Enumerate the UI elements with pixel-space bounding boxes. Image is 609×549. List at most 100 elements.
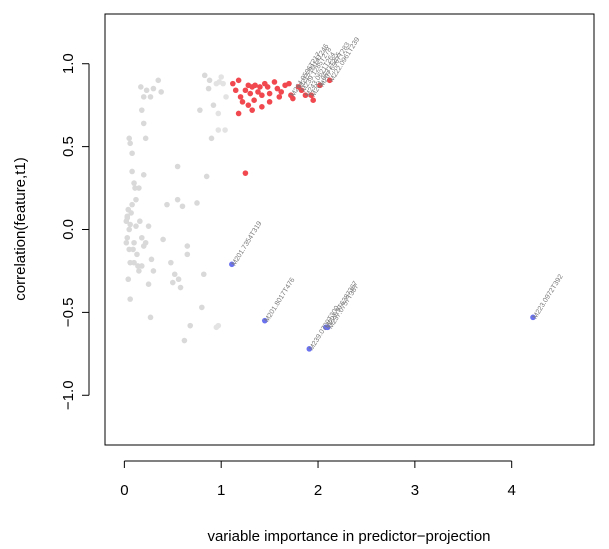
data-point-gray bbox=[127, 259, 133, 266]
data-point-gray bbox=[129, 168, 135, 175]
x-tick-label: 4 bbox=[508, 482, 516, 499]
data-point-gray bbox=[129, 201, 135, 208]
data-point-gray bbox=[131, 239, 137, 246]
data-point-blue bbox=[324, 324, 331, 331]
x-tick-label: 1 bbox=[217, 482, 225, 499]
data-point-red bbox=[249, 107, 255, 113]
data-point-gray bbox=[137, 218, 143, 225]
data-point-gray bbox=[126, 135, 133, 142]
data-point-gray bbox=[128, 210, 134, 216]
data-point-gray bbox=[205, 85, 212, 92]
data-point-blue bbox=[229, 261, 235, 268]
data-point-gray bbox=[140, 120, 147, 127]
data-point-gray bbox=[208, 135, 215, 142]
data-point-gray bbox=[129, 150, 135, 157]
data-point-blue bbox=[261, 317, 268, 324]
data-point-gray bbox=[150, 268, 157, 274]
data-point-gray_soft bbox=[213, 80, 220, 87]
data-point-gray bbox=[210, 102, 217, 108]
data-point-red bbox=[271, 79, 278, 85]
data-point-red bbox=[235, 110, 242, 117]
y-axis-title: correlation(feature,t1) bbox=[12, 157, 29, 300]
data-point-gray bbox=[131, 259, 137, 266]
data-point-red bbox=[255, 89, 261, 95]
data-point-red bbox=[290, 95, 296, 102]
plot-frame bbox=[104, 13, 595, 446]
data-point-gray bbox=[145, 281, 152, 288]
data-point-gray_soft bbox=[215, 110, 222, 117]
data-point-gray bbox=[131, 180, 137, 186]
data-point-gray bbox=[147, 94, 154, 100]
y-tick-label: −0.5 bbox=[60, 298, 77, 328]
data-point-gray bbox=[136, 185, 142, 191]
data-point-gray_soft bbox=[218, 74, 224, 80]
point-label: M201.7354T319 bbox=[231, 220, 264, 267]
data-point-red bbox=[259, 104, 265, 110]
data-point-gray bbox=[199, 304, 205, 311]
data-point-gray bbox=[140, 171, 147, 178]
data-point-gray bbox=[138, 234, 145, 241]
data-point-gray bbox=[201, 72, 208, 79]
data-point-gray bbox=[200, 271, 207, 278]
x-axis-title: variable importance in predictor−project… bbox=[207, 528, 490, 545]
data-point-gray bbox=[123, 239, 130, 246]
data-point-gray bbox=[168, 259, 174, 266]
y-tick-label: 0.0 bbox=[60, 219, 77, 240]
data-point-gray bbox=[135, 263, 141, 269]
x-axis: 0 1 2 3 4 bbox=[120, 460, 516, 499]
data-point-gray bbox=[181, 337, 188, 344]
data-point-gray bbox=[177, 284, 184, 291]
data-point-red bbox=[326, 77, 333, 84]
data-point-gray bbox=[134, 251, 140, 258]
data-point-gray bbox=[133, 196, 139, 203]
data-point-gray bbox=[194, 200, 200, 206]
data-points bbox=[123, 72, 536, 352]
point-label: M201.8017T476 bbox=[264, 277, 297, 324]
data-point-gray bbox=[174, 196, 181, 203]
data-point-gray bbox=[155, 77, 162, 84]
data-point-gray_soft bbox=[223, 94, 229, 100]
data-point-gray bbox=[142, 135, 149, 142]
x-tick-label: 3 bbox=[411, 482, 419, 499]
data-point-red bbox=[252, 82, 258, 89]
data-point-blue bbox=[530, 314, 536, 321]
data-point-gray_soft bbox=[215, 127, 222, 133]
data-point-gray bbox=[143, 87, 150, 94]
data-point-red bbox=[286, 80, 292, 87]
data-point-gray bbox=[145, 223, 152, 229]
y-axis: −1.0 −0.5 0.0 0.5 1.0 bbox=[60, 53, 90, 410]
y-tick-label: 1.0 bbox=[60, 53, 77, 74]
data-point-red bbox=[276, 94, 283, 100]
data-point-gray bbox=[171, 271, 178, 278]
data-point-red bbox=[266, 90, 273, 97]
data-point-gray bbox=[127, 221, 133, 228]
data-point-red bbox=[274, 85, 281, 92]
data-point-red bbox=[235, 77, 242, 84]
point-labels: M201.7354T319M201.8017T476M239.0709T300M… bbox=[231, 36, 565, 352]
data-point-gray bbox=[174, 163, 181, 170]
data-point-gray bbox=[138, 84, 144, 90]
data-point-gray bbox=[126, 226, 133, 233]
data-point-gray bbox=[126, 246, 133, 253]
data-point-red bbox=[245, 102, 252, 108]
data-point-red bbox=[266, 99, 273, 105]
data-point-gray bbox=[197, 107, 203, 113]
data-point-gray bbox=[130, 246, 136, 253]
data-point-red bbox=[298, 87, 305, 94]
data-point-red bbox=[230, 80, 236, 87]
data-point-gray bbox=[138, 107, 145, 113]
data-point-red bbox=[239, 99, 246, 105]
data-point-gray bbox=[150, 85, 157, 92]
data-point-gray bbox=[187, 322, 194, 329]
y-tick-label: −1.0 bbox=[60, 380, 77, 410]
data-point-blue bbox=[306, 346, 313, 352]
data-point-red bbox=[247, 90, 254, 97]
point-label: M223.0972T392 bbox=[532, 273, 565, 320]
data-point-gray bbox=[206, 77, 213, 84]
x-tick-label: 0 bbox=[120, 482, 128, 499]
x-tick-label: 2 bbox=[314, 482, 322, 499]
data-point-red bbox=[310, 97, 316, 103]
data-point-gray bbox=[203, 173, 210, 180]
data-point-gray bbox=[147, 314, 154, 321]
